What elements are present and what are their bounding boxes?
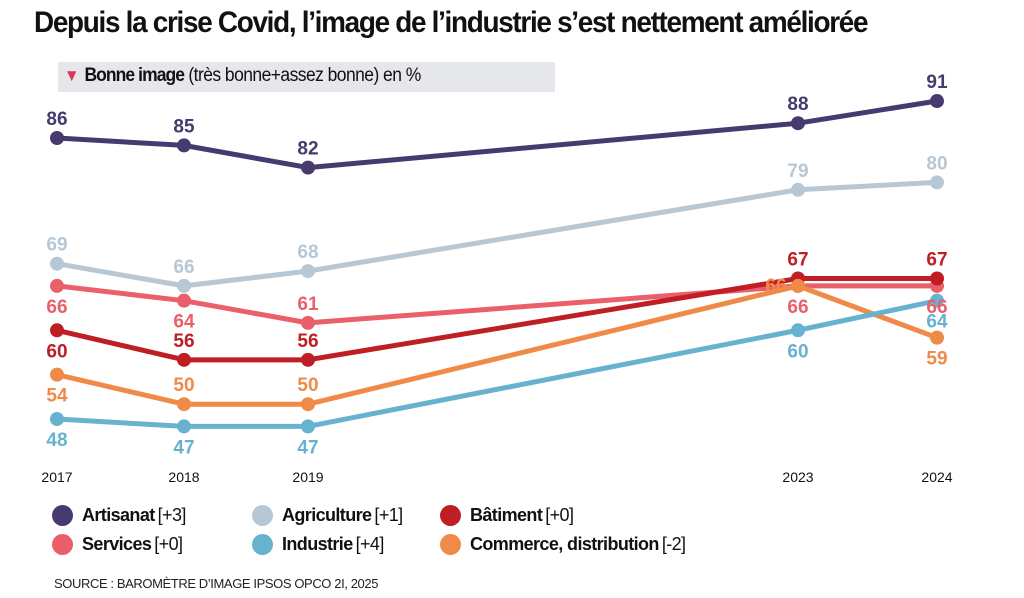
chart-title: Depuis la crise Covid, l’image de l’indu… bbox=[34, 6, 869, 39]
chart-subtitle: ▼ Bonne image (très bonne+assez bonne) en… bbox=[64, 65, 421, 87]
legend-item-commerce-distribution: Commerce, distribution [-2] bbox=[440, 534, 686, 555]
data-label-artisanat-2023: 88 bbox=[787, 94, 808, 115]
legend-item-artisanat: Artisanat [+3] bbox=[52, 505, 186, 526]
data-point-industrie-2017 bbox=[50, 412, 64, 426]
legend-swatch-icon bbox=[440, 505, 461, 526]
data-point-agriculture-2019 bbox=[301, 264, 315, 279]
legend-swatch-icon bbox=[52, 534, 73, 555]
data-point-agriculture-2017 bbox=[50, 256, 64, 271]
data-label-batiment-2024: 67 bbox=[926, 250, 947, 271]
data-point-artisanat-2017 bbox=[50, 131, 64, 145]
data-point-industrie-2024 bbox=[930, 293, 944, 308]
data-point-agriculture-2023 bbox=[791, 182, 805, 197]
data-label-agriculture-2018: 66 bbox=[173, 257, 194, 278]
data-label-artisanat-2019: 82 bbox=[297, 139, 318, 160]
data-point-industrie-2019 bbox=[301, 419, 315, 434]
data-label-industrie-2024: 64 bbox=[926, 312, 948, 333]
legend-swatch-icon bbox=[440, 534, 461, 555]
legend-label: Artisanat bbox=[82, 505, 155, 525]
data-label-agriculture-2024: 80 bbox=[926, 153, 947, 174]
data-point-artisanat-2018 bbox=[177, 138, 191, 153]
data-point-commerce-distribution-2023 bbox=[791, 278, 805, 293]
legend-item-agriculture: Agriculture [+1] bbox=[252, 505, 403, 526]
data-point-agriculture-2018 bbox=[177, 278, 191, 293]
legend-swatch-icon bbox=[252, 505, 273, 526]
legend-label: Agriculture bbox=[282, 505, 372, 525]
data-point-artisanat-2019 bbox=[301, 160, 315, 175]
data-label-services-2024: 66 bbox=[926, 297, 947, 318]
data-point-commerce-distribution-2018 bbox=[177, 397, 191, 412]
x-tick-label: 2017 bbox=[41, 469, 72, 485]
data-point-services-2017 bbox=[50, 278, 64, 293]
data-point-commerce-distribution-2017 bbox=[50, 367, 64, 382]
data-point-agriculture-2024 bbox=[930, 175, 944, 190]
data-label-industrie-2023: 60 bbox=[787, 341, 808, 362]
legend-item-industrie: Industrie [+4] bbox=[252, 534, 384, 555]
data-label-industrie-2019: 47 bbox=[297, 437, 318, 458]
data-point-industrie-2018 bbox=[177, 419, 191, 434]
data-label-artisanat-2024: 91 bbox=[926, 72, 948, 93]
data-label-agriculture-2019: 68 bbox=[297, 242, 318, 263]
source-note: SOURCE : BAROMÈTRE D’IMAGE IPSOS OPCO 2I… bbox=[54, 576, 379, 591]
data-label-commerce-distribution-2024: 59 bbox=[926, 349, 947, 370]
data-label-industrie-2018: 47 bbox=[173, 437, 194, 458]
data-label-artisanat-2017: 86 bbox=[46, 109, 67, 130]
data-label-commerce-distribution-2018: 50 bbox=[173, 375, 194, 396]
x-tick-label: 2023 bbox=[782, 469, 813, 485]
data-point-commerce-distribution-2019 bbox=[301, 397, 315, 412]
data-points bbox=[50, 94, 944, 434]
data-label-batiment-2017: 60 bbox=[46, 341, 67, 362]
data-label-services-2017: 66 bbox=[46, 297, 67, 318]
data-label-services-2023: 66 bbox=[787, 297, 808, 318]
data-label-commerce-distribution-2017: 54 bbox=[46, 386, 68, 407]
data-point-batiment-2019 bbox=[301, 352, 315, 367]
legend-delta: [+3] bbox=[157, 505, 187, 525]
data-label-commerce-distribution-2023: 66 bbox=[765, 276, 786, 297]
subtitle-rest: (très bonne+assez bonne) en % bbox=[184, 65, 421, 86]
data-point-services-2018 bbox=[177, 293, 191, 308]
legend-item-services: Services [+0] bbox=[52, 534, 183, 555]
legend-swatch-icon bbox=[52, 505, 73, 526]
legend-label: Bâtiment bbox=[470, 505, 543, 525]
triangle-down-icon: ▼ bbox=[64, 66, 79, 85]
x-axis-ticks: 2017 2018 2019 2023 2024 bbox=[41, 469, 952, 485]
data-point-industrie-2023 bbox=[791, 323, 805, 338]
x-tick-label: 2019 bbox=[292, 469, 323, 485]
data-label-agriculture-2017: 69 bbox=[46, 235, 67, 256]
data-point-commerce-distribution-2024 bbox=[930, 330, 944, 345]
legend-label: Services bbox=[82, 534, 152, 554]
data-label-industrie-2017: 48 bbox=[46, 430, 67, 451]
data-label-services-2018: 64 bbox=[173, 312, 195, 333]
subtitle-background bbox=[58, 62, 555, 92]
legend-delta: [+4] bbox=[355, 534, 385, 554]
legend-delta: [+0] bbox=[154, 534, 183, 554]
legend-item-batiment: Bâtiment [+0] bbox=[440, 505, 574, 526]
legend-delta: [-2] bbox=[661, 534, 686, 554]
subtitle-bold: Bonne image bbox=[84, 65, 185, 86]
x-tick-label: 2024 bbox=[921, 469, 952, 485]
data-point-batiment-2018 bbox=[177, 352, 191, 367]
data-label-commerce-distribution-2019: 50 bbox=[297, 375, 318, 396]
data-point-batiment-2017 bbox=[50, 323, 64, 338]
data-label-services-2019: 61 bbox=[297, 294, 319, 315]
data-label-agriculture-2023: 79 bbox=[787, 161, 808, 182]
data-label-batiment-2023: 67 bbox=[787, 250, 808, 271]
data-point-artisanat-2024 bbox=[930, 94, 944, 109]
legend-delta: [+0] bbox=[545, 505, 574, 525]
legend-label: Commerce, distribution bbox=[470, 534, 659, 554]
legend-label: Industrie bbox=[282, 534, 353, 554]
data-label-batiment-2019: 56 bbox=[297, 331, 318, 352]
data-point-batiment-2024 bbox=[930, 271, 944, 286]
legend-delta: [+1] bbox=[374, 505, 403, 525]
x-tick-label: 2018 bbox=[168, 469, 199, 485]
data-point-artisanat-2023 bbox=[791, 116, 805, 131]
data-label-batiment-2018: 56 bbox=[173, 331, 194, 352]
data-point-services-2019 bbox=[301, 315, 315, 330]
legend-swatch-icon bbox=[252, 534, 273, 555]
data-label-artisanat-2018: 85 bbox=[173, 116, 195, 137]
